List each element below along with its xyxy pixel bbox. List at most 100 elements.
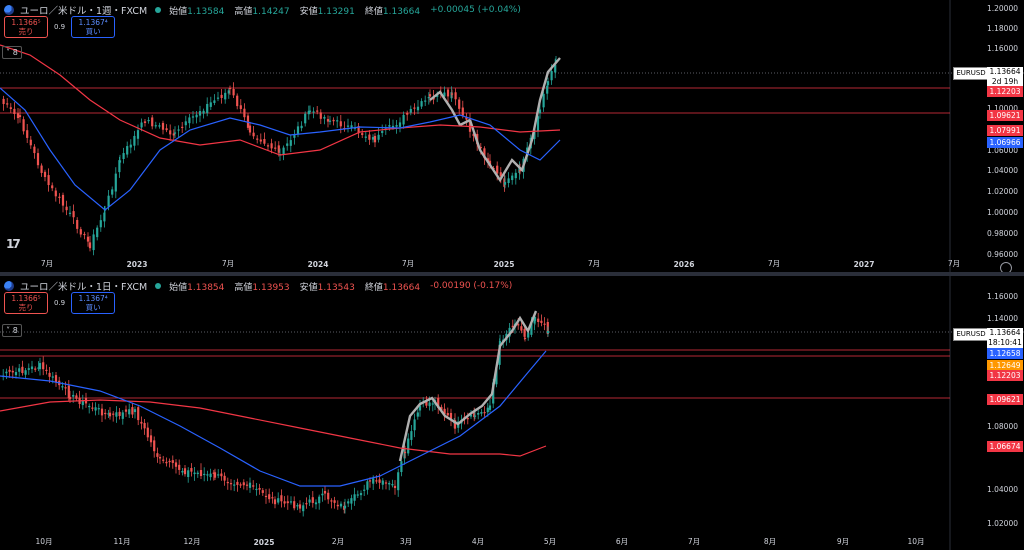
daily-candle-body xyxy=(359,493,363,496)
weekly-candle-body xyxy=(195,114,198,118)
high-label: 高値 xyxy=(234,282,253,293)
chevron-down-icon: ˅ xyxy=(6,48,11,57)
daily-legend: ユーロ／米ドル・1日・FXCM 始値1.13854 高値1.13953 安値1.… xyxy=(4,279,512,293)
symbol-title[interactable]: ユーロ／米ドル・1日・FXCM xyxy=(20,282,148,293)
daily-candle-body xyxy=(540,320,543,323)
weekly-candle-body xyxy=(236,95,239,107)
weekly-legend: ユーロ／米ドル・1週・FXCM 始値1.13584 高値1.14247 安値1.… xyxy=(4,3,521,17)
price-tick-label: 1.20000 xyxy=(986,4,1018,13)
weekly-candle-body xyxy=(151,117,154,127)
weekly-candle-body xyxy=(79,229,82,235)
weekly-candle-body xyxy=(511,175,514,181)
weekly-candle-body xyxy=(65,206,68,211)
daily-candle-body xyxy=(42,362,45,370)
weekly-chart-pane[interactable]: ユーロ／米ドル・1週・FXCM 始値1.13584 高値1.14247 安値1.… xyxy=(0,0,1024,272)
daily-candle-body xyxy=(91,407,94,409)
daily-candle-body xyxy=(488,405,492,410)
daily-candle-body xyxy=(112,413,115,415)
daily-candle-body xyxy=(34,368,37,370)
daily-candle-body xyxy=(466,418,469,420)
daily-candle-body xyxy=(168,460,171,463)
gear-icon[interactable] xyxy=(1000,262,1012,272)
indicators-toggle[interactable]: ˅ 8 xyxy=(2,46,22,59)
weekly-candle-body xyxy=(161,122,165,130)
weekly-candle-body xyxy=(274,147,277,149)
daily-candle-body xyxy=(171,460,174,463)
open-label: 始値 xyxy=(169,282,188,293)
low-value: 1.13291 xyxy=(317,6,355,17)
daily-candle-body xyxy=(407,438,410,454)
weekly-candle-body xyxy=(243,108,246,118)
daily-candle-body xyxy=(289,501,293,503)
daily-candle-body xyxy=(21,366,24,374)
weekly-candle-body xyxy=(188,117,191,124)
weekly-candle-body xyxy=(68,212,72,214)
weekly-candle-body xyxy=(373,135,377,143)
weekly-candle-body xyxy=(336,120,339,122)
daily-candle-body xyxy=(131,407,134,415)
weekly-highlight-path xyxy=(468,57,561,183)
weekly-candle-body xyxy=(424,100,427,102)
daily-candle-body xyxy=(537,318,540,322)
weekly-candle-body xyxy=(36,153,40,166)
bar-countdown: 18:10:41 xyxy=(988,338,1022,347)
time-tick-label: 7月 xyxy=(767,259,781,268)
buy-button[interactable]: 1.1367⁴ 買い xyxy=(71,16,116,38)
daily-candle-body xyxy=(30,366,34,370)
weekly-candle-body xyxy=(323,116,326,119)
weekly-candle-body xyxy=(293,135,296,138)
weekly-candle-body xyxy=(54,190,57,197)
weekly-chart-canvas[interactable] xyxy=(0,0,1024,272)
daily-candle-body xyxy=(498,340,502,346)
weekly-candle-body xyxy=(499,172,502,177)
weekly-candle-body xyxy=(33,146,36,154)
daily-candle-body xyxy=(128,409,131,415)
price-level-label: 1.09621 xyxy=(987,394,1023,405)
sell-button[interactable]: 1.1366⁵ 売り xyxy=(4,292,48,314)
weekly-candle-body xyxy=(114,173,117,192)
daily-candle-body xyxy=(174,462,178,467)
price-level-label: 1.12203 xyxy=(987,370,1023,381)
price-level-label: 1.06674 xyxy=(987,441,1023,452)
daily-candle-body xyxy=(143,422,146,429)
daily-candle-body xyxy=(67,385,70,398)
low-label: 安値 xyxy=(299,282,318,293)
weekly-candle-body xyxy=(542,93,545,108)
daily-candle-body xyxy=(223,475,226,481)
buy-price: 1.1367⁴ xyxy=(78,18,108,27)
daily-candle-body xyxy=(413,419,416,431)
symbol-title[interactable]: ユーロ／米ドル・1週・FXCM xyxy=(20,6,148,17)
change-value: -0.00190 (-0.17%) xyxy=(430,281,513,291)
daily-ma-blue xyxy=(0,350,547,487)
weekly-candle-body xyxy=(289,140,292,146)
weekly-candle-body xyxy=(72,211,75,218)
weekly-candle-body xyxy=(413,107,416,109)
tradingview-logo[interactable]: 17 xyxy=(6,237,21,251)
daily-candle-body xyxy=(314,502,318,505)
daily-candle-body xyxy=(68,397,72,400)
price-tick-label: 1.04000 xyxy=(986,166,1018,175)
price-level-label: 1.06966 xyxy=(987,137,1023,148)
sell-button[interactable]: 1.1366⁵ 売り xyxy=(4,16,48,38)
weekly-candle-body xyxy=(165,128,168,131)
pane-divider[interactable] xyxy=(0,272,1024,276)
price-tick-label: 1.04000 xyxy=(986,485,1018,494)
last-price-label: 1.13664 18:10:41 xyxy=(987,328,1023,348)
weekly-candle-body xyxy=(40,165,43,173)
weekly-candle-body xyxy=(18,115,22,118)
weekly-candle-body xyxy=(263,138,266,144)
daily-chart-pane[interactable]: ユーロ／米ドル・1日・FXCM 始値1.13854 高値1.13953 安値1.… xyxy=(0,276,1024,550)
daily-chart-canvas[interactable] xyxy=(0,276,1024,550)
daily-candle-body xyxy=(75,395,78,399)
indicators-toggle[interactable]: ˅ 8 xyxy=(2,324,22,337)
daily-candle-body xyxy=(193,472,196,475)
weekly-candle-body xyxy=(357,126,360,134)
daily-candle-body xyxy=(298,504,302,509)
daily-candle-body xyxy=(209,473,212,478)
weekly-candle-body xyxy=(6,103,9,105)
buy-button[interactable]: 1.1367⁴ 買い xyxy=(71,292,116,314)
weekly-candle-body xyxy=(43,171,47,178)
daily-candle-body xyxy=(347,501,350,504)
daily-candle-body xyxy=(133,409,137,413)
weekly-candle-body xyxy=(118,160,122,163)
